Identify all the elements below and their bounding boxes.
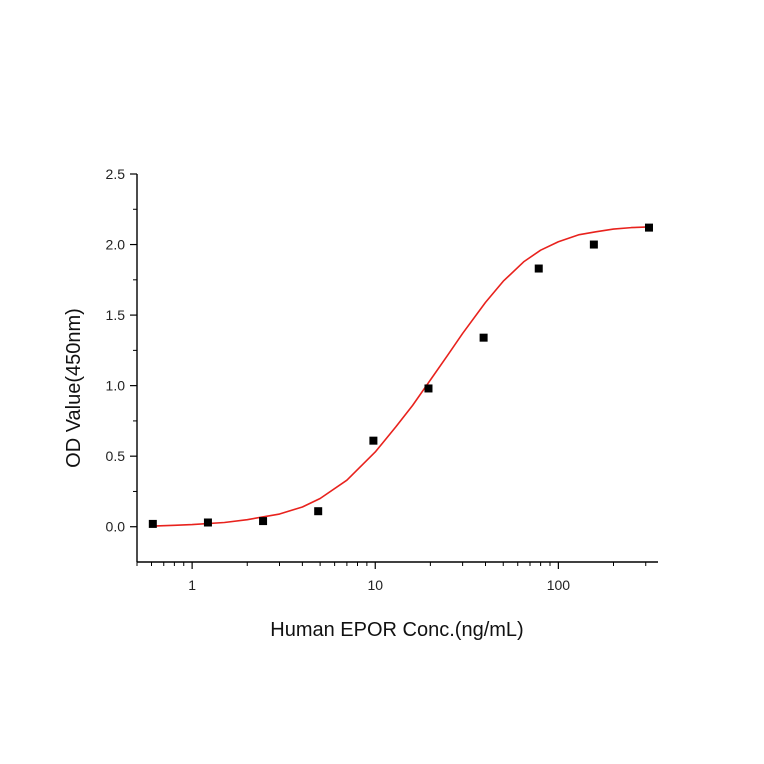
data-point — [148, 519, 157, 528]
y-tick-label: 0.5 — [106, 448, 126, 464]
x-tick-label: 1 — [188, 577, 196, 593]
data-point — [314, 507, 323, 516]
fit-curve-layer — [152, 226, 650, 527]
data-point — [259, 517, 268, 526]
data-point — [534, 264, 543, 273]
axes: 0.0 0.5 1.0 1.5 2.0 2.5 1 10 100 — [106, 166, 658, 593]
y-tick-label: 1.0 — [106, 378, 126, 394]
y-tick-label: 2.5 — [106, 166, 126, 182]
x-axis-title: Human EPOR Conc.(ng/mL) — [270, 619, 523, 641]
data-point — [424, 384, 433, 393]
fit-curve — [152, 226, 650, 527]
data-point — [589, 240, 598, 249]
y-tick-label: 1.5 — [106, 307, 126, 323]
y-tick-label: 2.0 — [106, 237, 126, 253]
data-point — [479, 333, 488, 342]
x-tick-label: 100 — [547, 577, 571, 593]
data-point — [203, 518, 212, 527]
data-points-layer — [148, 223, 653, 528]
y-tick-label: 0.0 — [106, 519, 126, 535]
data-point — [644, 223, 653, 232]
y-axis-title: OD Value(450nm) — [63, 308, 85, 468]
x-tick-label: 10 — [367, 577, 383, 593]
data-point — [369, 436, 378, 445]
